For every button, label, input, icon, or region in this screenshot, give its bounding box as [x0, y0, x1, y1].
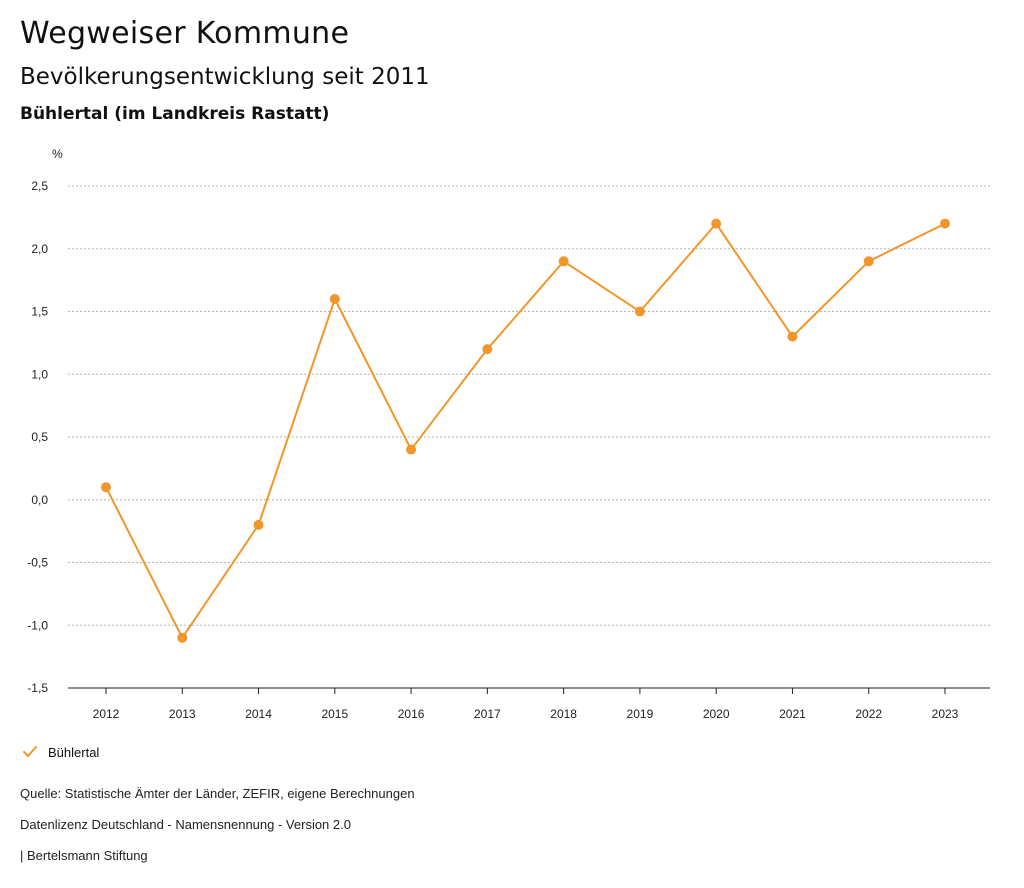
- data-point: [101, 482, 111, 493]
- y-tick-label: 0,5: [31, 430, 48, 444]
- license-note: Datenlizenz Deutschland - Namensnennung …: [20, 817, 351, 832]
- y-tick-label: 2,0: [31, 242, 48, 256]
- checkmark-icon: [23, 746, 37, 757]
- data-point: [711, 218, 722, 229]
- x-tick-label: 2020: [703, 707, 730, 721]
- series-layer: [101, 218, 950, 643]
- data-point: [406, 444, 417, 455]
- series-line: [105, 222, 946, 640]
- data-point: [253, 519, 264, 530]
- gridlines: [68, 185, 990, 689]
- data-point: [329, 293, 340, 304]
- y-axis-unit-label: %: [52, 147, 63, 161]
- y-tick-label: 0,0: [31, 493, 48, 507]
- y-tick-label: -0,5: [27, 556, 48, 570]
- chart-subtitle: Bevölkerungsentwicklung seit 2011: [20, 64, 430, 90]
- data-point: [863, 256, 874, 267]
- x-tick-label: 2012: [93, 707, 120, 721]
- line-chart: % 2,52,01,51,00,50,0-0,5-1,0-1,5 2012 201…: [27, 147, 990, 721]
- data-point: [558, 256, 569, 267]
- x-tick-label: 2018: [550, 707, 577, 721]
- x-axis-ticks: 2012 2013 2014 2015 2016 2017 2018 2019 2020 2021…: [68, 687, 990, 721]
- x-tick-label: 2014: [245, 707, 272, 721]
- y-tick-label: -1,5: [27, 681, 48, 695]
- data-point: [940, 218, 950, 229]
- x-tick-label: 2019: [627, 707, 654, 721]
- region-label: Bühlertal (im Landkreis Rastatt): [20, 104, 330, 124]
- x-tick-label: 2017: [474, 707, 501, 721]
- y-axis-ticks: 2,5 2,0 1,5 1,0 0,5 0,0 -0,5 -1,0 -1,5: [27, 179, 48, 695]
- x-tick-label: 2013: [169, 707, 196, 721]
- x-tick-label: 2016: [398, 707, 425, 721]
- page-title: Wegweiser Kommune: [20, 16, 350, 51]
- brand-note: | Bertelsmann Stiftung: [20, 848, 148, 863]
- y-tick-label: 1,5: [31, 305, 48, 319]
- y-tick-label: 1,0: [31, 367, 48, 381]
- x-tick-label: 2022: [855, 707, 882, 721]
- y-tick-label: 2,5: [31, 179, 48, 193]
- data-point: [787, 331, 798, 342]
- data-point: [482, 344, 493, 355]
- x-tick-label: 2015: [321, 707, 348, 721]
- legend-label: Bühlertal: [48, 744, 100, 760]
- data-point: [177, 632, 188, 643]
- legend-item-buehlertal[interactable]: Bühlertal: [22, 744, 99, 760]
- x-tick-label: 2021: [779, 707, 806, 721]
- x-tick-label: 2023: [932, 707, 959, 721]
- source-note: Quelle: Statistische Ämter der Länder, Z…: [20, 786, 415, 801]
- data-point: [634, 306, 645, 317]
- y-tick-label: -1,0: [27, 618, 48, 632]
